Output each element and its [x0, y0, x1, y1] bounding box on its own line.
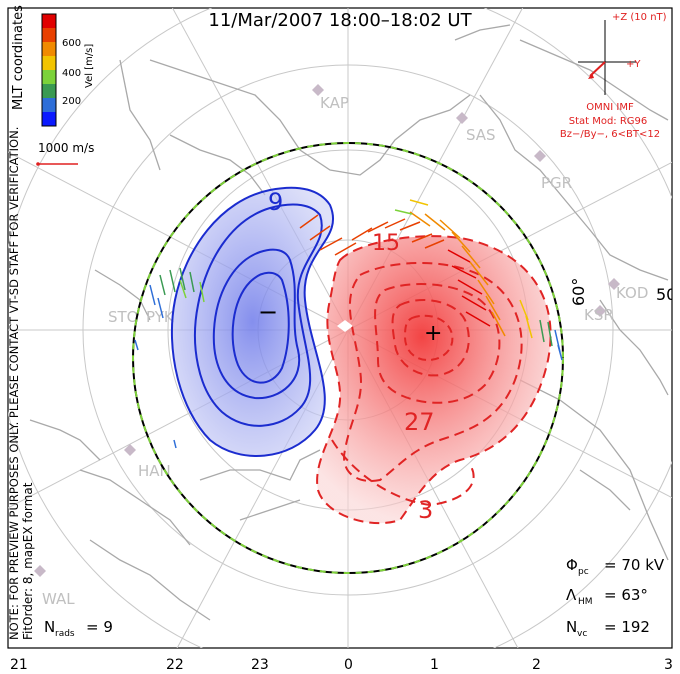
svg-text:Φ: Φ — [566, 556, 578, 574]
scale-vector-label: 1000 m/s — [38, 141, 94, 155]
colorbar-swatch — [42, 70, 56, 85]
svg-text:rads: rads — [55, 629, 75, 639]
mlt-tick: 22 — [166, 657, 184, 673]
preview-note: NOTE: FOR PREVIEW PURPOSES ONLY. PLEASE … — [7, 127, 21, 640]
radar-sites — [34, 84, 620, 577]
velocity-colorbar: 600 400 200 Vel [m/s] — [41, 13, 95, 127]
svg-text:Λ: Λ — [566, 586, 577, 604]
coord-system-label: MLT coordinates — [11, 5, 26, 110]
pole-marker — [337, 320, 353, 332]
radar-label-pyk: PYK — [146, 308, 175, 326]
svg-text:= 70 kV: = 70 kV — [604, 556, 665, 574]
imf-y-label: +Y — [626, 59, 641, 70]
velocity-vectors — [134, 199, 563, 449]
colorbar-swatch — [42, 98, 56, 113]
colorbar-label: Vel [m/s] — [84, 44, 95, 88]
mlt-tick: 2 — [532, 657, 541, 673]
stat-mod: Stat Mod: RG96 — [569, 116, 648, 127]
colorbar-swatch — [42, 112, 56, 127]
map-title: 11/Mar/2007 18:00–18:02 UT — [208, 10, 472, 31]
negative-potential-cell — [170, 186, 335, 457]
colorbar-swatch — [42, 84, 56, 99]
colorbar-swatch — [42, 56, 56, 71]
potential-max-marker: + — [424, 321, 442, 346]
colorbar-swatch — [42, 42, 56, 57]
potential-min-marker: − — [258, 298, 278, 326]
radar-label-sto: STO — [108, 308, 139, 326]
mlt-tick: 23 — [251, 657, 269, 673]
colorbar-tick-400: 400 — [62, 68, 81, 79]
radar-label-ksr: KSR — [584, 306, 614, 324]
imf-z-label: +Z (10 nT) — [612, 12, 667, 23]
contour-label-outer: 3 — [418, 496, 433, 524]
stats-lambda: Λ HM = 63° — [566, 586, 648, 607]
svg-text:pc: pc — [578, 567, 589, 577]
radar-label-kap: KAP — [320, 94, 349, 112]
radar-label-pgr: PGR — [541, 174, 572, 192]
mlt-tick: 21 — [10, 657, 28, 673]
colorbar-tick-600: 600 — [62, 38, 81, 49]
stats-nrads: N rads = 9 — [44, 618, 113, 639]
svg-text:N: N — [44, 618, 55, 636]
colorbar-swatch — [42, 28, 56, 43]
stats-nvc: N vc = 192 — [566, 618, 650, 639]
mlt-tick: 0 — [344, 657, 353, 673]
radar-label-wal: WAL — [42, 590, 75, 608]
coastlines — [29, 24, 669, 621]
mlt-tick: 3 — [664, 657, 673, 673]
svg-text:HM: HM — [578, 597, 593, 607]
svg-text:= 9: = 9 — [86, 618, 113, 636]
svg-text:vc: vc — [577, 629, 587, 639]
svg-text:N: N — [566, 618, 577, 636]
contour-label-inner: 27 — [404, 408, 435, 436]
mlt-tick: 1 — [430, 657, 439, 673]
imf-source: OMNI IMF — [586, 102, 634, 113]
contour-label-mid: 15 — [372, 231, 400, 256]
mlt-axis: 21 22 23 0 1 2 3 — [10, 657, 673, 673]
contour-label-neg: 9 — [268, 188, 283, 216]
svg-text:= 63°: = 63° — [604, 586, 648, 604]
hm-boundary-dash — [132, 142, 564, 574]
lat-label-50: 50° — [656, 285, 680, 304]
radar-label-sas: SAS — [466, 126, 496, 144]
colorbar-swatch — [42, 14, 56, 29]
imf-clock — [578, 20, 636, 95]
stats-phi: Φ pc = 70 kV — [566, 556, 665, 577]
lat-label-60: 60° — [569, 278, 588, 306]
scale-vector-origin — [36, 162, 40, 166]
fit-order: FitOrder: 8, mapEX format — [21, 482, 35, 640]
radar-label-kod: KOD — [616, 284, 648, 302]
colorbar-tick-200: 200 — [62, 96, 81, 107]
svg-text:= 192: = 192 — [604, 618, 650, 636]
imf-condition: Bz−/By−, 6<BT<12 — [560, 129, 660, 140]
